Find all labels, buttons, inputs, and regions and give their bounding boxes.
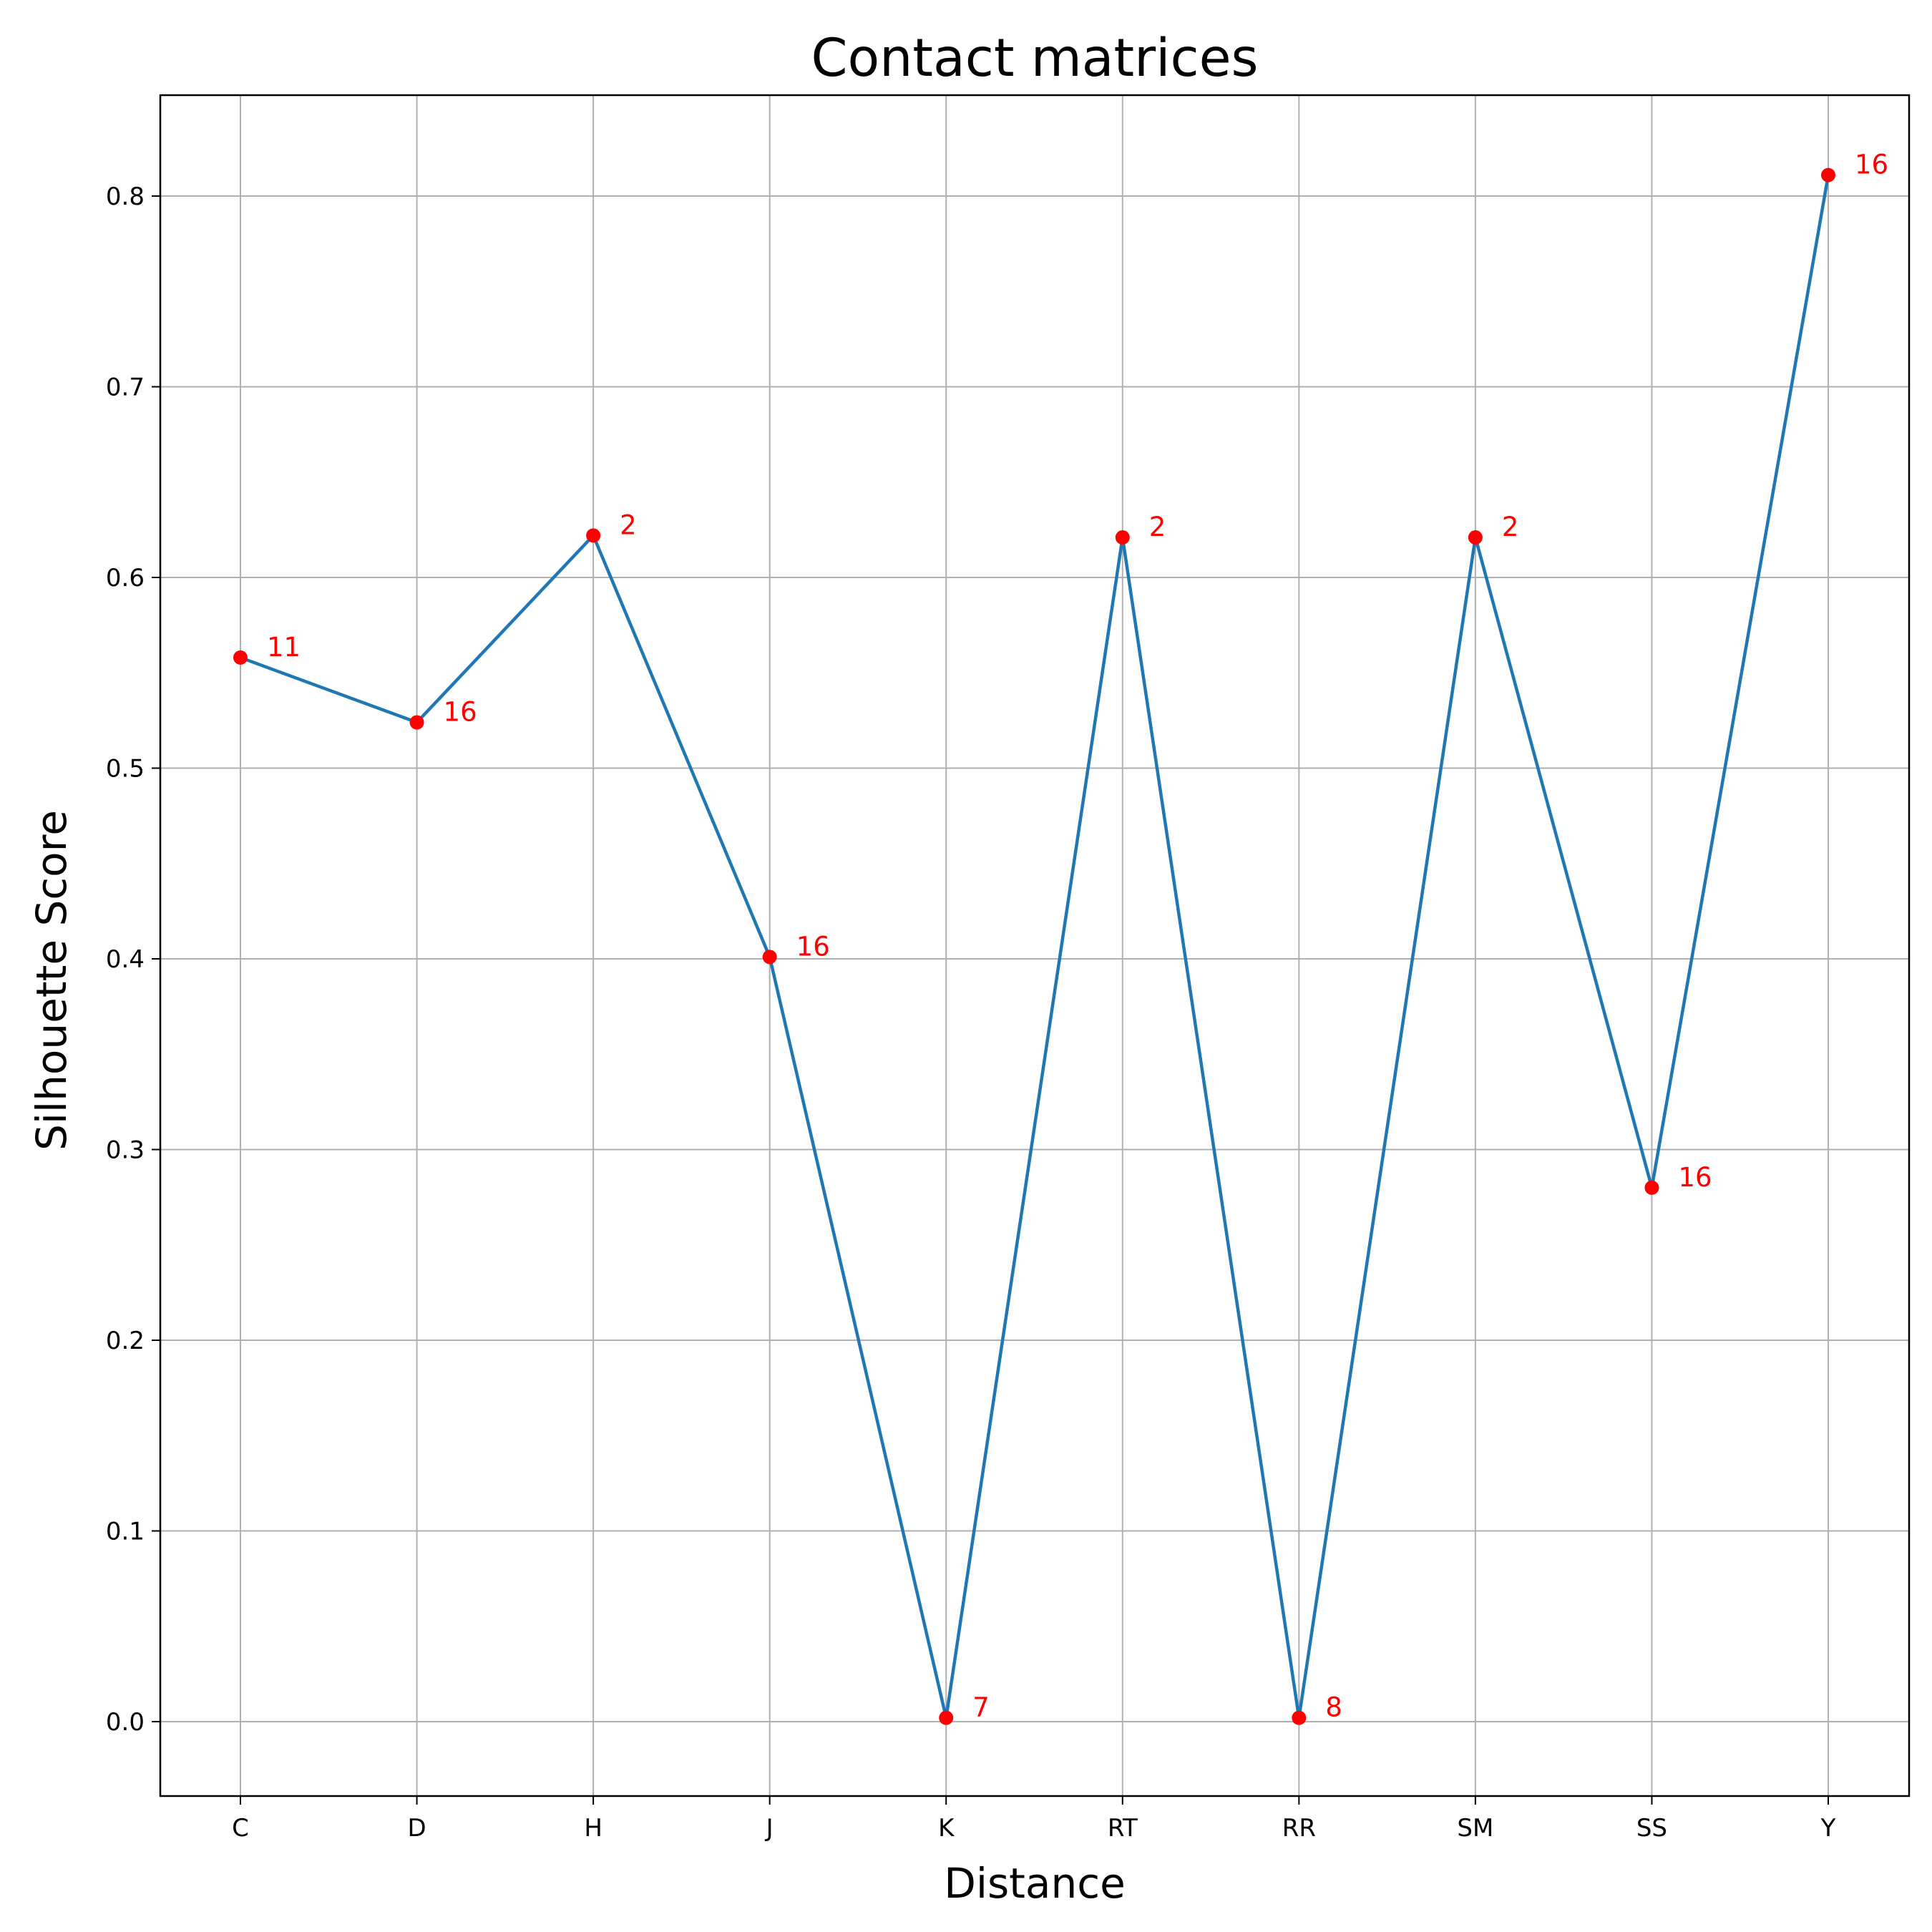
data-point-label: 11 bbox=[267, 632, 301, 663]
x-tick-label: D bbox=[407, 1814, 426, 1843]
x-tick-label: SS bbox=[1636, 1814, 1667, 1843]
y-axis-title: Silhouette Score bbox=[27, 810, 76, 1151]
data-point bbox=[409, 715, 424, 730]
data-point-label: 16 bbox=[796, 931, 830, 962]
data-point-label: 7 bbox=[972, 1692, 990, 1723]
markers bbox=[233, 167, 1835, 1725]
y-tick-label: 0.0 bbox=[106, 1708, 145, 1737]
data-point-label: 16 bbox=[1678, 1162, 1712, 1193]
series-line bbox=[240, 175, 1830, 1719]
chart-title: Contact matrices bbox=[811, 28, 1258, 89]
y-tick-label: 0.5 bbox=[106, 755, 145, 784]
data-point bbox=[233, 650, 248, 665]
y-tick-label: 0.8 bbox=[106, 182, 145, 211]
data-point bbox=[1821, 167, 1835, 182]
data-point bbox=[1644, 1180, 1659, 1195]
grid bbox=[160, 95, 1909, 1796]
y-tick-label: 0.1 bbox=[106, 1518, 145, 1546]
data-point bbox=[762, 950, 777, 965]
x-tick-label: RT bbox=[1108, 1814, 1138, 1843]
x-tick-label: Y bbox=[1820, 1814, 1836, 1843]
data-point bbox=[1292, 1710, 1307, 1725]
data-point-label: 8 bbox=[1325, 1692, 1342, 1723]
y-tick-label: 0.4 bbox=[106, 945, 145, 974]
y-tick-label: 0.7 bbox=[106, 374, 145, 402]
data-point bbox=[1468, 530, 1483, 545]
y-tick-label: 0.6 bbox=[106, 564, 145, 592]
y-tick-label: 0.3 bbox=[106, 1136, 145, 1165]
data-point bbox=[586, 528, 601, 543]
plot-frame bbox=[159, 94, 1911, 1797]
x-axis-title: Distance bbox=[944, 1859, 1126, 1908]
data-point bbox=[939, 1710, 954, 1725]
data-point-label: 16 bbox=[444, 697, 477, 728]
x-tick-label: C bbox=[232, 1814, 249, 1843]
data-point-label: 2 bbox=[620, 509, 637, 540]
x-tick-label: K bbox=[938, 1814, 955, 1843]
x-tick-label: J bbox=[765, 1814, 774, 1843]
data-point-label: 2 bbox=[1149, 512, 1166, 542]
x-tick-label: SM bbox=[1457, 1814, 1493, 1843]
series-line-group bbox=[240, 175, 1830, 1719]
data-point-label: 16 bbox=[1855, 150, 1888, 180]
x-tick-label: H bbox=[584, 1814, 602, 1843]
point-labels: 11 16 2 16 7 2 8 2 16 16 bbox=[267, 150, 1888, 1723]
y-tick-label: 0.2 bbox=[106, 1327, 145, 1355]
data-point-label: 2 bbox=[1502, 512, 1519, 542]
y-axis-ticks: 0.0 0.1 0.2 0.3 0.4 0.5 0.6 0.7 0.8 bbox=[106, 182, 160, 1737]
data-point bbox=[1115, 530, 1130, 545]
x-axis-ticks: C D H J K RT RR SM SS Y bbox=[232, 1796, 1836, 1843]
x-tick-label: RR bbox=[1282, 1814, 1316, 1843]
